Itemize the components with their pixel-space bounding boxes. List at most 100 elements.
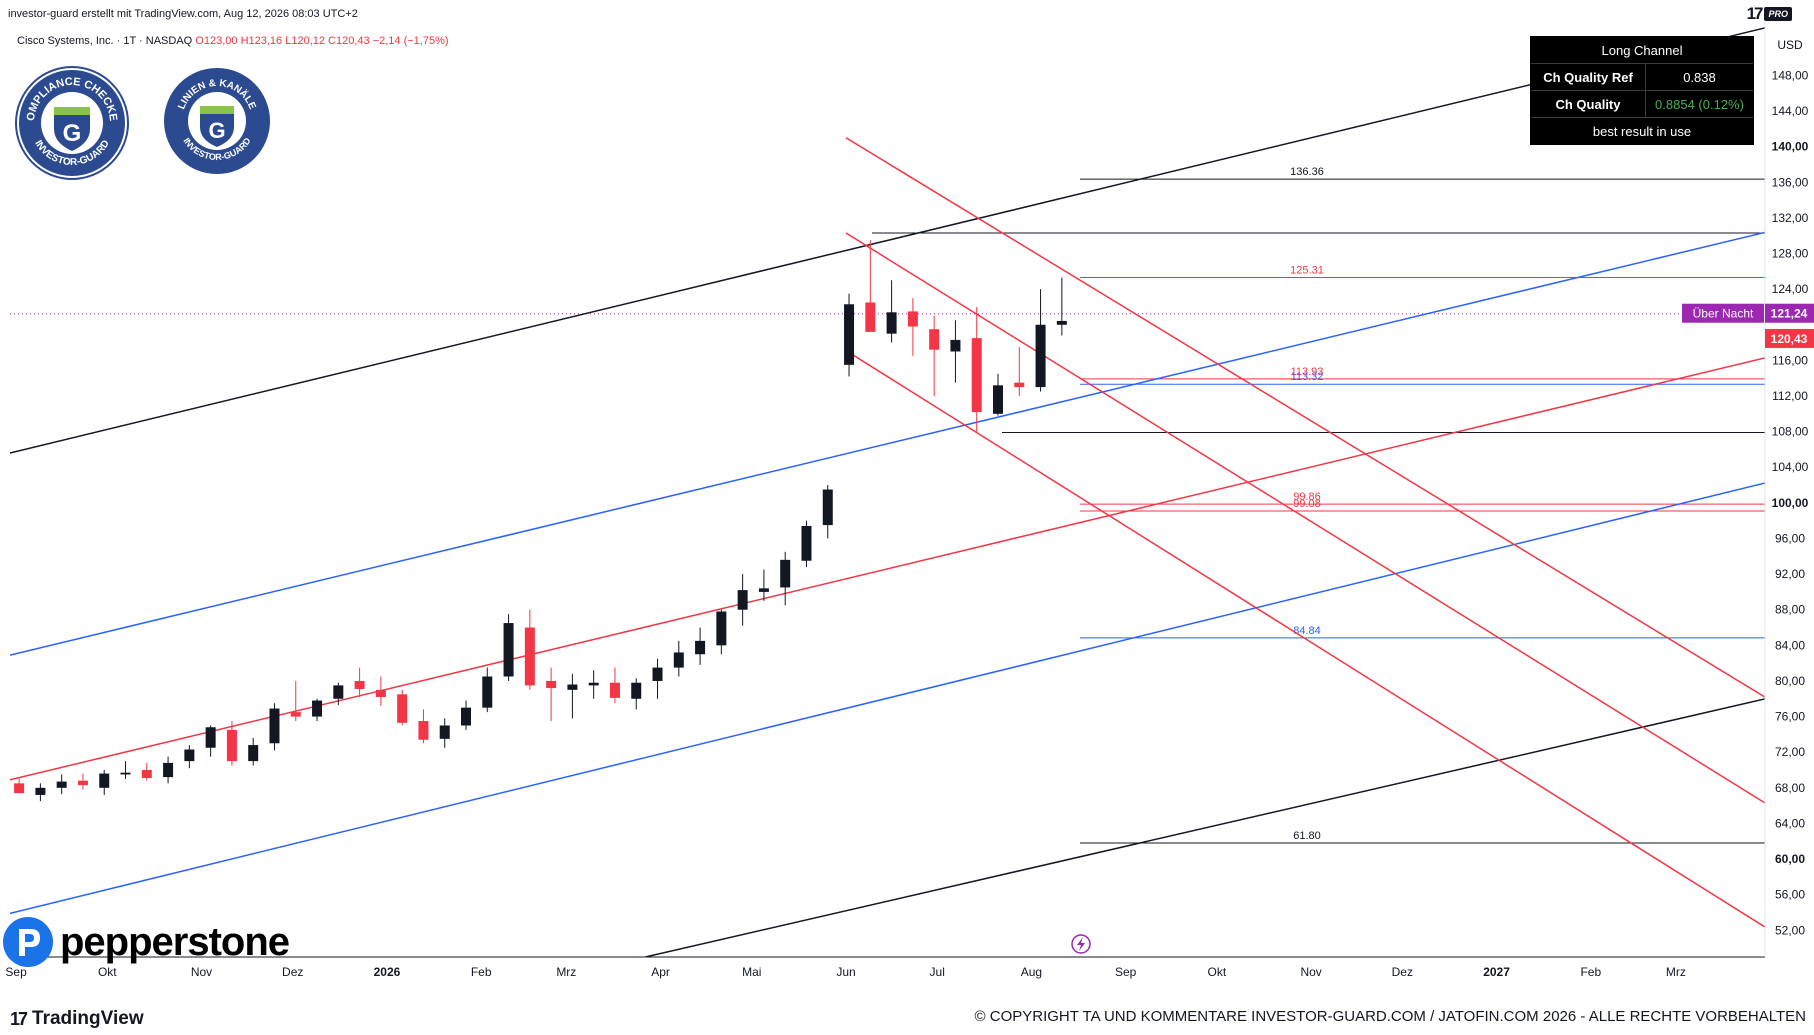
y-tick-label: 52,00 [1775, 923, 1805, 937]
y-tick-label: 56,00 [1775, 888, 1805, 902]
x-tick-label: Okt [1208, 965, 1227, 979]
quality-ref-label: Ch Quality Ref [1531, 64, 1646, 90]
x-tick-label: Feb [471, 965, 492, 979]
badge1-letter: G [63, 120, 82, 147]
last-price-value: 120,43 [1771, 332, 1808, 346]
ohlc-close: C120,43 [328, 35, 370, 47]
y-tick-label: 76,00 [1775, 710, 1805, 724]
overnight-tag-label: Über Nacht [1693, 307, 1754, 321]
level-label: 61.80 [1293, 830, 1321, 842]
table-title: Long Channel [1601, 42, 1683, 58]
candle-body [524, 627, 535, 686]
last-price-bg [1765, 328, 1814, 348]
level-label: 99.86 [1293, 491, 1321, 503]
candle-body [716, 611, 727, 646]
candle-body [35, 787, 46, 795]
candle-body [290, 712, 301, 717]
y-tick-label: 92,00 [1775, 567, 1805, 581]
candle-body [886, 312, 897, 334]
candle-body [1035, 324, 1046, 388]
candle-body [205, 727, 216, 748]
x-tick-label: Mrz [1666, 965, 1686, 979]
tradingview-mark-icon: 17 [1746, 4, 1764, 23]
candle-body [99, 773, 110, 788]
linien-kanaele-badge: LINIEN & KANÄLE INVESTOR-GUARD G [162, 66, 272, 181]
pepperstone-logo: pepperstone [2, 916, 290, 968]
tradingview-text: TradingView [32, 1008, 144, 1029]
y-tick-label: 136,00 [1772, 175, 1809, 189]
y-tick-label: 96,00 [1775, 531, 1805, 545]
candle-body [971, 338, 982, 413]
down-channel-mid-line [845, 232, 1765, 804]
down-channel-bottom-line [845, 349, 1765, 928]
badge2-letter: G [208, 118, 225, 143]
overnight-price-value: 121,24 [1771, 307, 1808, 321]
flash-icon[interactable] [1071, 934, 1091, 954]
long-channel-top-line [10, 27, 1765, 454]
candle-body [950, 339, 961, 352]
currency-label: USD [1777, 38, 1803, 52]
candle-body [567, 684, 578, 690]
ohlc-low: L120,12 [285, 35, 325, 47]
x-tick-label: Aug [1021, 965, 1042, 979]
candle-body [120, 772, 131, 775]
x-tick-label: Jun [836, 965, 855, 979]
x-tick-label: Sep [5, 965, 27, 979]
y-tick-label: 64,00 [1775, 816, 1805, 830]
red-channel-mid-line [10, 357, 1765, 781]
candle-body [1056, 320, 1067, 325]
candle-body [461, 707, 471, 726]
x-tick-label: Feb [1580, 965, 1601, 979]
x-tick-label: Mrz [556, 965, 576, 979]
candle-body [56, 781, 67, 788]
symbol-name[interactable]: Cisco Systems, Inc. · 1T · NASDAQ [17, 35, 193, 47]
x-tick-label: Nov [191, 965, 212, 979]
x-tick-label: 2026 [374, 965, 401, 979]
copyright-notice: © COPYRIGHT TA UND KOMMENTARE INVESTOR-G… [974, 1008, 1806, 1025]
candle-body [226, 729, 237, 762]
y-tick-label: 148,00 [1772, 68, 1809, 82]
overnight-tag-bg [1682, 303, 1764, 323]
table-footer: best result in use [1592, 123, 1692, 139]
candle-body [546, 680, 557, 689]
x-axis-ticks: Sep Okt Nov Dez 2026 Feb Mrz Apr Mai Jun Jul Aug Sep… [5, 965, 1686, 979]
long-channel-bottom-line [645, 698, 1765, 957]
pepperstone-icon [3, 917, 53, 967]
candle-body [375, 689, 386, 697]
ohlc-high: H123,16 [240, 35, 283, 47]
candle-body [77, 780, 88, 786]
y-axis-ticks: 148,00 144,00 140,00 136,00 132,00 128,00 124,… [1772, 68, 1809, 937]
candle-body [184, 749, 195, 762]
chart-caption: investor-guard erstellt mit TradingView.… [8, 8, 358, 20]
candle-body [993, 385, 1003, 414]
tradingview-icon: 17 [10, 1008, 28, 1029]
pro-badge: PRO [1764, 7, 1792, 21]
candle-body [14, 783, 25, 794]
quality-ref-value: 0.838 [1683, 69, 1716, 85]
y-tick-label: 112,00 [1772, 389, 1808, 403]
symbol-info[interactable]: Cisco Systems, Inc. · 1T · NASDAQ O123,0… [17, 35, 449, 47]
ohlc-open: O123,00 [195, 35, 238, 47]
y-tick-label: 124,00 [1772, 282, 1809, 296]
candle-body [269, 708, 280, 744]
trend-channels [10, 27, 1765, 957]
y-tick-label: 116,00 [1772, 353, 1808, 367]
x-tick-label: Apr [651, 965, 670, 979]
level-label: 113.93 [1291, 366, 1324, 378]
level-label: 84.84 [1293, 625, 1321, 637]
y-tick-label: 100,00 [1772, 496, 1809, 510]
candle-body [844, 304, 855, 365]
candle-body [503, 623, 514, 677]
blue-channel-bottom-line [10, 482, 1765, 915]
compliance-checked-badge: COMPLIANCE CHECKED INVESTOR-GUARD G [8, 54, 132, 188]
level-label: 136.36 [1290, 166, 1324, 178]
candle-body [695, 640, 706, 655]
x-tick-label: Jul [930, 965, 945, 979]
candle-body [439, 725, 450, 739]
tradingview-logo: 17 TradingView [10, 1008, 144, 1030]
quality-value: 0.8854 (0.12%) [1655, 96, 1744, 112]
candle-body [822, 489, 833, 526]
y-tick-label: 72,00 [1775, 745, 1805, 759]
